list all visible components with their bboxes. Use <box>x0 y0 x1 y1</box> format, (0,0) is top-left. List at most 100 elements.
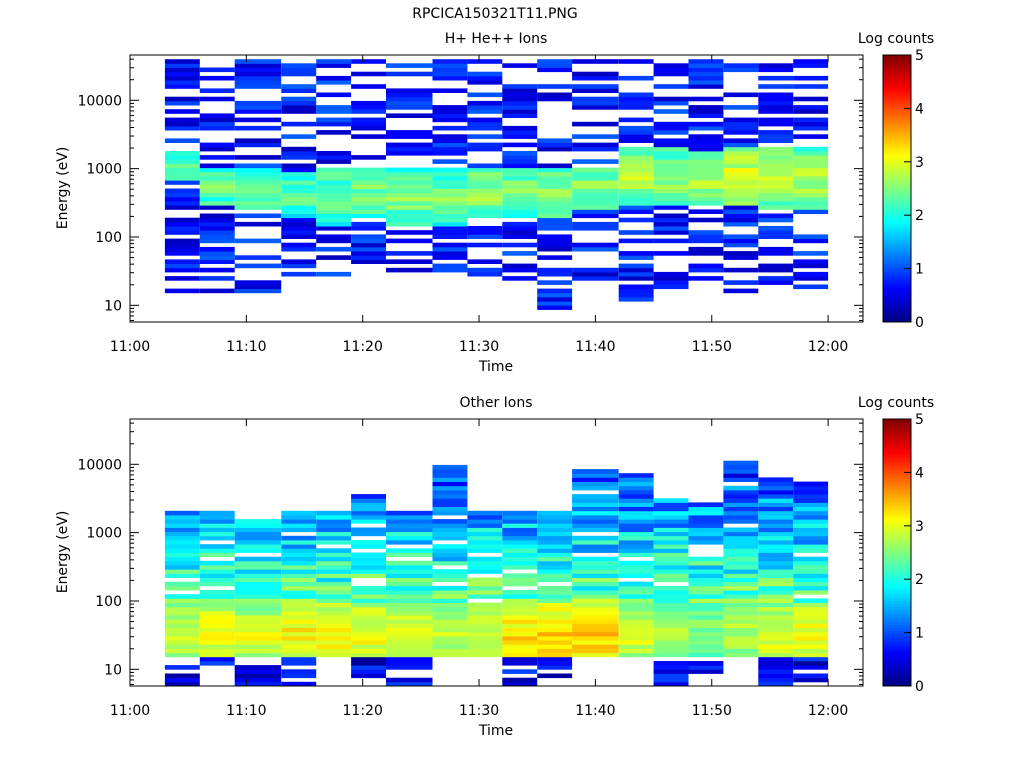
heatmap-cell <box>502 581 538 587</box>
heatmap-cell <box>234 540 282 545</box>
heatmap-cell <box>758 673 794 679</box>
heatmap-cell <box>572 598 619 603</box>
colorbar-segment <box>883 292 911 296</box>
heatmap-cell <box>653 138 689 143</box>
heatmap-cell <box>351 494 386 499</box>
heatmap-cell <box>618 635 654 641</box>
colorbar-segment <box>883 635 911 639</box>
colorbar-segment <box>883 271 911 275</box>
heatmap-cell <box>467 577 503 583</box>
colorbar-segment <box>883 188 911 192</box>
heatmap-cell <box>386 577 433 583</box>
colorbar-segment <box>883 459 911 463</box>
heatmap-cell <box>199 121 235 127</box>
heatmap-cell <box>618 585 654 591</box>
heatmap-cell <box>618 552 654 558</box>
heatmap-cell <box>234 213 282 219</box>
heatmap-cell <box>688 138 724 143</box>
heatmap-cell <box>618 230 654 235</box>
heatmap-cell <box>467 535 503 541</box>
heatmap-cell <box>164 205 200 210</box>
heatmap-cell <box>618 598 654 603</box>
heatmap-cell <box>537 548 573 553</box>
heatmap-cell <box>653 506 689 512</box>
heatmap-cell <box>758 63 794 68</box>
heatmap-cell <box>386 196 433 202</box>
heatmap-cell <box>688 540 724 545</box>
heatmap-cell <box>351 84 386 89</box>
heatmap-cell <box>234 615 282 620</box>
colorbar-frame <box>882 54 912 323</box>
colorbar-segment <box>883 257 911 262</box>
heatmap-cell <box>618 644 654 649</box>
heatmap-cell <box>758 180 794 185</box>
heatmap-cell <box>316 648 352 654</box>
heatmap-cell <box>164 565 200 570</box>
heatmap-cell <box>723 67 759 73</box>
heatmap-cell <box>537 271 573 277</box>
heatmap-cell <box>199 590 235 595</box>
heatmap-cell <box>199 598 235 603</box>
heatmap-cell <box>432 652 468 658</box>
heatmap-cell <box>537 673 573 679</box>
x-tick-label: 11:10 <box>226 339 266 355</box>
heatmap-cell <box>723 569 759 574</box>
heatmap-cell <box>432 176 468 181</box>
heatmap-cell <box>316 556 352 562</box>
heatmap-cell <box>234 644 282 649</box>
heatmap-cell <box>386 230 433 235</box>
heatmap-cell <box>618 92 654 98</box>
heatmap-cell <box>502 209 538 214</box>
heatmap-cell <box>386 92 433 98</box>
heatmap-cell <box>502 535 538 541</box>
heatmap-cell <box>723 163 759 169</box>
y-tick-label: 100 <box>95 230 122 246</box>
colorbar-segment <box>883 289 911 294</box>
colorbar-segment <box>883 148 911 152</box>
heatmap-cell <box>653 163 689 169</box>
heatmap-cell <box>537 142 573 148</box>
heatmap-cell <box>793 251 829 256</box>
heatmap-cell <box>432 75 468 81</box>
heatmap-cell <box>281 121 317 127</box>
x-tick-label: 11:50 <box>692 703 732 719</box>
colorbar-segment <box>883 464 911 468</box>
heatmap-cell <box>386 681 433 687</box>
heatmap-cell <box>758 648 794 654</box>
heatmap-cell <box>199 201 235 206</box>
heatmap-cell <box>234 105 282 110</box>
heatmap-cell <box>502 635 538 641</box>
heatmap-cell <box>432 105 468 110</box>
heatmap-cell <box>537 527 573 533</box>
heatmap-cell <box>164 238 200 244</box>
heatmap-cell <box>537 234 573 239</box>
heatmap-cell <box>572 569 619 574</box>
heatmap-cell <box>316 234 352 239</box>
heatmap-cells <box>164 460 829 687</box>
heatmap-cell <box>653 606 689 612</box>
heatmap-cell <box>653 573 689 578</box>
heatmap-cell <box>572 585 619 591</box>
heatmap-cell <box>572 640 619 645</box>
heatmap-cell <box>432 631 468 637</box>
heatmap-cell <box>618 531 654 537</box>
heatmap-cell <box>793 615 829 620</box>
heatmap-cell <box>653 230 689 235</box>
heatmap-cell <box>432 171 468 177</box>
colorbar-segment <box>883 111 911 115</box>
heatmap-cell <box>199 560 235 566</box>
heatmap-cell <box>316 255 352 260</box>
heatmap-cell <box>502 640 538 645</box>
heatmap-cell <box>653 635 689 641</box>
heatmap-cell <box>467 569 503 574</box>
heatmap-cell <box>234 167 282 173</box>
colorbar-segment <box>883 523 911 527</box>
heatmap-cell <box>281 184 317 189</box>
heatmap-cell <box>572 535 619 541</box>
heatmap-cell <box>351 246 386 252</box>
heatmap-cell <box>572 121 619 127</box>
heatmap-cell <box>723 590 759 595</box>
heatmap-cell <box>723 540 759 545</box>
heatmap-cell <box>316 602 352 608</box>
heatmap-cell <box>537 519 573 524</box>
